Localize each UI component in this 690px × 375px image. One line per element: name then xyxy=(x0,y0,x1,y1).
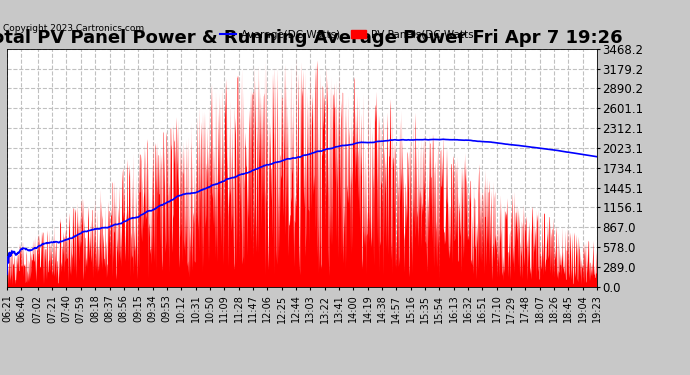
Legend: Average(DC Watts), PV Panels(DC Watts): Average(DC Watts), PV Panels(DC Watts) xyxy=(216,26,482,44)
Title: Total PV Panel Power & Running Average Power Fri Apr 7 19:26: Total PV Panel Power & Running Average P… xyxy=(0,29,622,47)
Text: Copyright 2023 Cartronics.com: Copyright 2023 Cartronics.com xyxy=(3,24,145,33)
